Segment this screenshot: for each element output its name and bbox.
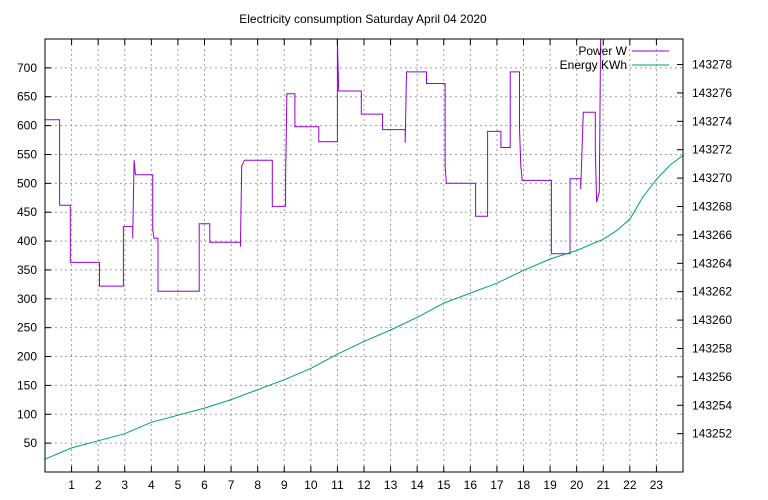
legend-label-power: Power W: [578, 44, 627, 58]
y-left-tick-label: 100: [17, 407, 37, 421]
x-tick-label: 7: [228, 478, 235, 492]
y-left-tick-label: 650: [17, 90, 37, 104]
y-left-tick-label: 50: [24, 436, 38, 450]
x-tick-label: 3: [121, 478, 128, 492]
y-right-tick-label: 143262: [692, 285, 732, 299]
axis-ticks: 1 2 3 4 5 6 7 8 9 10 11 12 13 14 15 16 17 18 19 20 21 22 23501…: [17, 39, 732, 492]
x-tick-label: 11: [331, 478, 344, 492]
y-right-tick-label: 143278: [692, 58, 732, 72]
y-right-tick-label: 143260: [692, 313, 732, 327]
x-tick-label: 16: [464, 478, 478, 492]
y-right-tick-label: 143276: [692, 86, 732, 100]
y-right-tick-label: 143272: [692, 143, 732, 157]
x-tick-label: 5: [175, 478, 182, 492]
x-tick-label: 1: [68, 478, 75, 492]
x-tick-label: 6: [201, 478, 208, 492]
y-left-tick-label: 700: [17, 61, 37, 75]
y-left-tick-label: 200: [17, 350, 37, 364]
y-right-tick-label: 143268: [692, 200, 732, 214]
x-tick-label: 18: [517, 478, 531, 492]
y-right-tick-label: 143266: [692, 228, 732, 242]
y-left-tick-label: 250: [17, 321, 37, 335]
y-left-tick-label: 500: [17, 176, 37, 190]
series-line-power-w: [45, 38, 609, 292]
x-tick-label: 14: [410, 478, 424, 492]
y-left-tick-label: 600: [17, 119, 37, 133]
x-tick-label: 9: [281, 478, 288, 492]
y-left-tick-label: 400: [17, 234, 37, 248]
y-right-tick-label: 143264: [692, 256, 732, 270]
y-left-tick-label: 350: [17, 263, 37, 277]
grid: [45, 39, 683, 472]
x-tick-label: 22: [623, 478, 637, 492]
y-left-tick-label: 150: [17, 378, 37, 392]
x-tick-label: 20: [570, 478, 584, 492]
y-left-tick-label: 450: [17, 205, 37, 219]
y-left-tick-label: 550: [17, 147, 37, 161]
x-tick-label: 12: [357, 478, 371, 492]
x-tick-label: 8: [254, 478, 261, 492]
x-tick-label: 19: [543, 478, 557, 492]
y-right-tick-label: 143274: [692, 114, 732, 128]
x-tick-label: 15: [437, 478, 451, 492]
series-line-energy-kwh: [44, 155, 684, 460]
y-right-tick-label: 143270: [692, 171, 732, 185]
x-tick-label: 4: [148, 478, 155, 492]
x-tick-label: 21: [597, 478, 611, 492]
x-tick-label: 10: [304, 478, 318, 492]
y-right-tick-label: 143258: [692, 341, 732, 355]
legend: Power W Energy KWh: [560, 44, 669, 72]
x-tick-label: 2: [95, 478, 102, 492]
x-tick-label: 17: [490, 478, 504, 492]
y-right-tick-label: 143252: [692, 427, 732, 441]
x-tick-label: 23: [650, 478, 664, 492]
series-layer: [44, 38, 684, 460]
y-right-tick-label: 143254: [692, 398, 732, 412]
y-right-tick-label: 143256: [692, 370, 732, 384]
x-tick-label: 13: [384, 478, 398, 492]
chart-title: Electricity consumption Saturday April 0…: [239, 12, 487, 26]
y-left-tick-label: 300: [17, 292, 37, 306]
legend-label-energy: Energy KWh: [560, 58, 627, 72]
